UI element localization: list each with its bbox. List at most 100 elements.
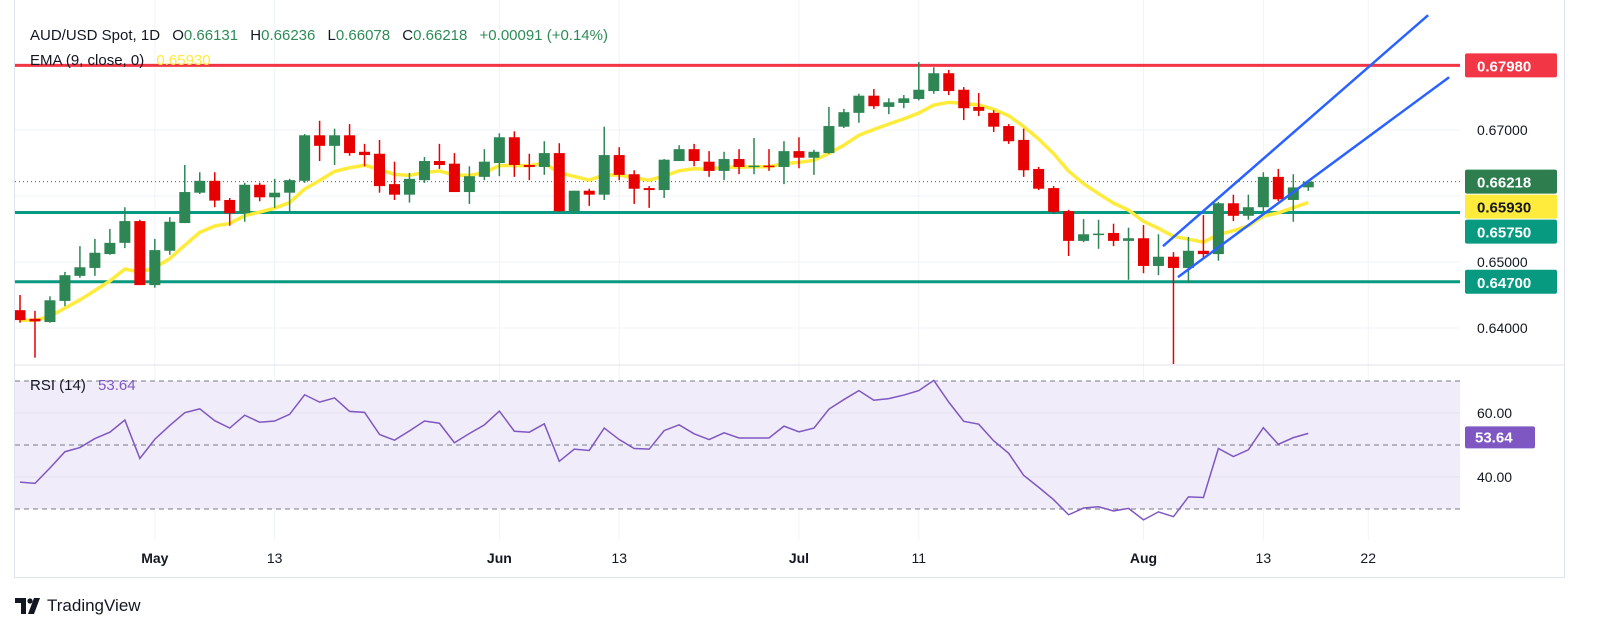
candle-body	[433, 161, 445, 165]
candle-down	[1167, 252, 1179, 364]
candle-body	[868, 95, 880, 107]
time-axis-label: 13	[267, 550, 283, 566]
candle-down	[1197, 215, 1209, 259]
candle-up	[673, 145, 685, 162]
candle-body	[523, 164, 535, 167]
candle-down	[868, 89, 880, 109]
candle-body	[134, 221, 146, 286]
candle-body	[703, 161, 715, 171]
main-pane	[15, 14, 1460, 364]
candle-body	[284, 180, 296, 193]
tradingview-logo-icon	[15, 598, 40, 614]
candle-body	[748, 165, 760, 168]
tradingview-logo[interactable]: TradingView	[15, 596, 141, 616]
last-price-label-text: 0.66218	[1477, 175, 1531, 192]
candle-down	[15, 295, 26, 323]
candle-up	[538, 141, 550, 175]
candle-down	[628, 170, 640, 204]
candle-up	[89, 238, 101, 276]
candle-down	[703, 151, 715, 177]
candle-body	[913, 89, 925, 99]
candle-body	[59, 275, 71, 301]
candle-body	[493, 137, 505, 163]
candle-body	[1197, 250, 1209, 255]
candle-up	[1078, 219, 1090, 243]
candle-body	[104, 242, 116, 255]
time-axis-label: 13	[611, 550, 627, 566]
candle-down	[973, 93, 985, 117]
candle-body	[329, 135, 341, 146]
candle-down	[29, 310, 41, 358]
resistance-price-label-box	[1465, 53, 1557, 78]
candle-up	[493, 133, 505, 177]
ema-price-label-text: 0.65930	[1477, 200, 1531, 217]
candle-body	[179, 192, 191, 224]
candle-body	[898, 98, 910, 103]
ema-legend[interactable]: EMA (9, close, 0) 0.65930	[30, 52, 211, 69]
candle-up	[104, 229, 116, 255]
price-axis-label: 0.67000	[1477, 122, 1528, 138]
candle-body	[613, 155, 625, 175]
candle-body	[1048, 188, 1060, 212]
candle-up	[239, 182, 251, 222]
support-price-label: 0.65750	[1465, 219, 1557, 244]
chart-frame	[14, 0, 1565, 578]
candle-down	[374, 139, 386, 193]
rsi-label: RSI (14)	[30, 377, 86, 394]
candle-body	[958, 89, 970, 109]
candle-body	[853, 95, 865, 113]
candle-down	[433, 143, 445, 169]
candle-body	[269, 192, 281, 198]
support-price-label-text: 0.65750	[1477, 225, 1531, 242]
candle-body	[359, 151, 371, 156]
candle-down	[448, 153, 460, 193]
candle-body	[1242, 207, 1254, 216]
high-value: 0.66236	[261, 27, 316, 44]
candle-body	[988, 112, 1000, 127]
candle-up	[299, 133, 311, 183]
candle-body	[448, 163, 460, 193]
last-price-label-box	[1465, 169, 1557, 194]
candle-up	[1212, 201, 1224, 261]
candle-down	[254, 182, 266, 202]
candle-body	[1257, 176, 1269, 208]
candle-body	[1138, 238, 1149, 266]
candle-body	[119, 221, 131, 243]
chart-canvas[interactable]: 0.67000 0.65000 0.64000 0.67980 0.66218 0.659…	[0, 0, 1601, 580]
candle-body	[1182, 250, 1194, 268]
candle-body	[403, 178, 415, 195]
ema-value: 0.65930	[156, 52, 211, 69]
ema-price-label: 0.65930	[1465, 194, 1557, 219]
candle-up	[1123, 227, 1135, 280]
candle-down	[523, 153, 535, 181]
candle-body	[793, 151, 805, 158]
rsi-last-value-box	[1465, 426, 1535, 449]
rsi-legend[interactable]: RSI (14) 53.64	[30, 377, 136, 394]
symbol-title[interactable]: AUD/USD Spot, 1D	[30, 27, 161, 44]
candle-body	[1063, 211, 1075, 241]
candle-body	[389, 184, 400, 195]
candle-body	[583, 190, 595, 195]
symbol-legend: AUD/USD Spot, 1D O0.66131 H0.66236 L0.66…	[30, 27, 608, 44]
candle-body	[74, 267, 86, 276]
candle-body	[194, 180, 206, 193]
candle-down	[359, 143, 371, 167]
ema-label: EMA (9, close, 0)	[30, 52, 145, 69]
candle-down	[553, 143, 565, 212]
candle-up	[568, 190, 580, 214]
candle-body	[688, 149, 700, 162]
candle-body	[1272, 176, 1284, 200]
candle-down	[344, 124, 356, 156]
candle-up	[478, 149, 490, 181]
candle-up	[778, 141, 790, 185]
candle-down	[583, 188, 595, 206]
candle-up	[164, 217, 176, 255]
rsi-line	[19, 379, 1309, 521]
candle-body	[299, 135, 311, 181]
candle-down	[1018, 128, 1030, 177]
candle-body	[598, 155, 610, 195]
candle-body	[943, 73, 955, 92]
candle-body	[823, 126, 835, 154]
rsi-last-value-text: 53.64	[1475, 429, 1513, 446]
candle-down	[793, 137, 805, 169]
